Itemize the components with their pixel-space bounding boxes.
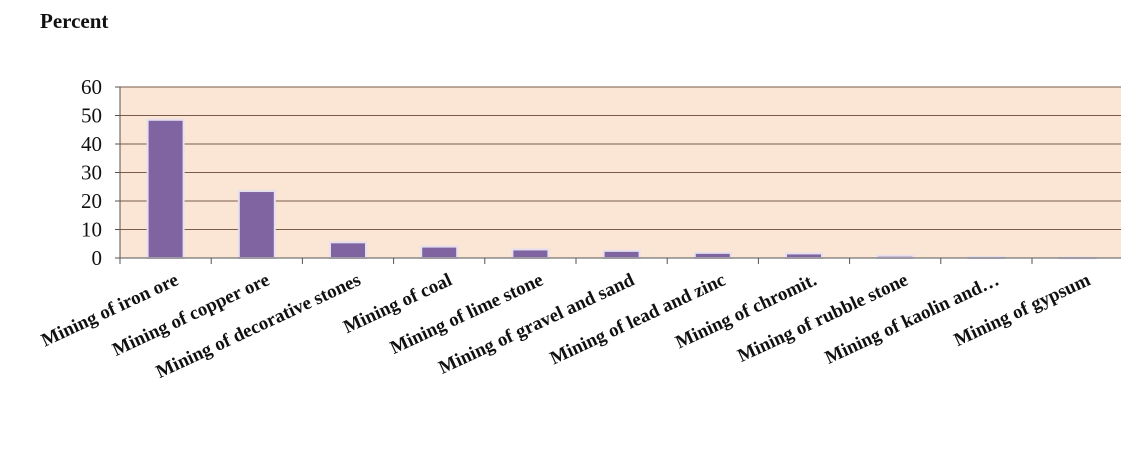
y-axis-label: Percent xyxy=(40,9,108,33)
bar-2 xyxy=(329,241,367,259)
x-category-label: Mining of lead and zinc xyxy=(547,269,729,369)
y-tick-label: 60 xyxy=(81,75,102,99)
bar-4 xyxy=(511,248,550,259)
y-tick-label: 30 xyxy=(81,161,102,185)
y-axis-ticks: 0 10 20 30 40 50 60 xyxy=(81,75,121,270)
y-tick-label: 40 xyxy=(81,132,102,156)
y-tick-label: 10 xyxy=(81,218,102,242)
gridlines xyxy=(120,86,1121,230)
bar-3 xyxy=(420,245,459,260)
x-axis xyxy=(119,257,1121,264)
y-tick-label: 20 xyxy=(81,189,102,213)
y-tick-label: 50 xyxy=(81,104,102,128)
bar-6 xyxy=(693,251,732,259)
bar-0 xyxy=(146,118,185,260)
bar-7 xyxy=(785,252,823,260)
bar-5 xyxy=(602,249,641,259)
x-category-label: Mining of kaolin and… xyxy=(822,269,1003,368)
bar-1 xyxy=(237,190,276,259)
y-tick-label: 0 xyxy=(92,246,103,270)
